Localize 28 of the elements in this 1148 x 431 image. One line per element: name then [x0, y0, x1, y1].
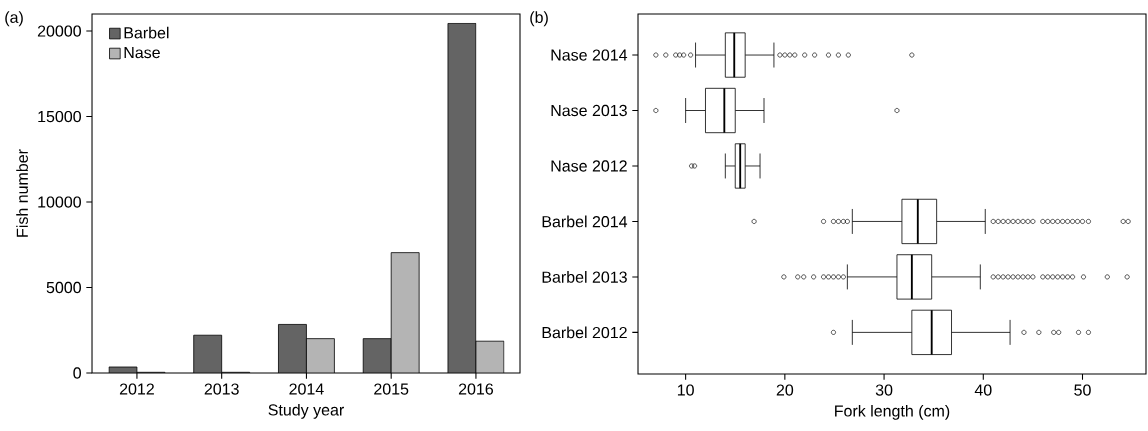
y-tick-label: Barbel 2012 [542, 326, 627, 339]
y-tick-label: Nase 2013 [551, 104, 627, 117]
x-axis-title: Study year [268, 403, 344, 419]
x-tick-label: 20 [776, 384, 794, 396]
x-tick-label: 50 [1074, 384, 1091, 396]
y-axis-title: Fish number [16, 149, 28, 237]
x-tick-label: 2014 [289, 383, 324, 395]
y-tick-label: 10000 [38, 196, 81, 208]
y-tick-label: Barbel 2014 [542, 215, 628, 228]
y-tick-label: 5000 [46, 281, 81, 294]
y-tick-label: Barbel 2013 [542, 271, 627, 283]
legend-label: Barbel [124, 26, 169, 39]
text: (a) [5, 11, 23, 27]
text: (b) [530, 11, 548, 27]
x-tick-label: 2015 [374, 383, 409, 395]
x-tick-label: 2012 [119, 383, 154, 395]
legend-label: Nase [124, 47, 160, 59]
y-tick-label: 15000 [38, 110, 81, 123]
y-tick-label: Nase 2014 [551, 49, 628, 61]
x-axis-title: Fork length (cm) [835, 404, 950, 420]
y-tick-label: 20000 [37, 25, 81, 37]
x-tick-label: 10 [677, 384, 694, 396]
x-tick-label: 30 [875, 384, 893, 396]
x-tick-label: 40 [974, 384, 992, 396]
x-tick-label: 2013 [204, 383, 239, 395]
x-tick-label: 2016 [458, 383, 494, 395]
y-tick-label: 0 [73, 367, 81, 379]
y-tick-label: Nase 2012 [551, 160, 627, 172]
